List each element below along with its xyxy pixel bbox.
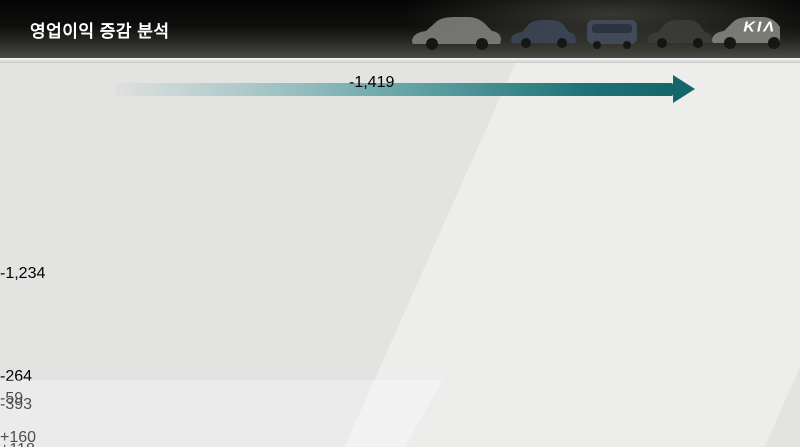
net-change-badge: -1,419	[349, 74, 395, 91]
bar-value: -393	[0, 396, 33, 413]
bar-mix-impact: -59	[0, 390, 46, 407]
bar-value: +118	[0, 441, 35, 447]
bar-other-cost-increase: -393	[0, 396, 47, 429]
header-divider	[0, 58, 800, 63]
car-lineup-image	[412, 17, 780, 50]
bar-tariff-impact: -1,234	[0, 265, 48, 368]
page-title: 영업이익 증감 분석	[30, 22, 170, 41]
bar-value: -1,234	[0, 265, 46, 282]
background-streak	[0, 380, 444, 447]
bar-sales-effect: +160	[0, 429, 48, 446]
bar-value: -59	[0, 390, 24, 407]
header: KIΛ 영업이익 증감 분석	[0, 0, 800, 58]
bar-value: -264	[0, 368, 33, 385]
arrow-shaft	[115, 83, 673, 96]
bar-price-effect: +118	[0, 441, 47, 447]
arrow-head-icon	[673, 75, 695, 103]
net-change-arrow: -1,419	[115, 72, 695, 104]
bar-incentive-increase: -264	[0, 368, 48, 390]
kia-logo: KIΛ	[743, 19, 776, 36]
bar-value: +160	[0, 429, 37, 446]
